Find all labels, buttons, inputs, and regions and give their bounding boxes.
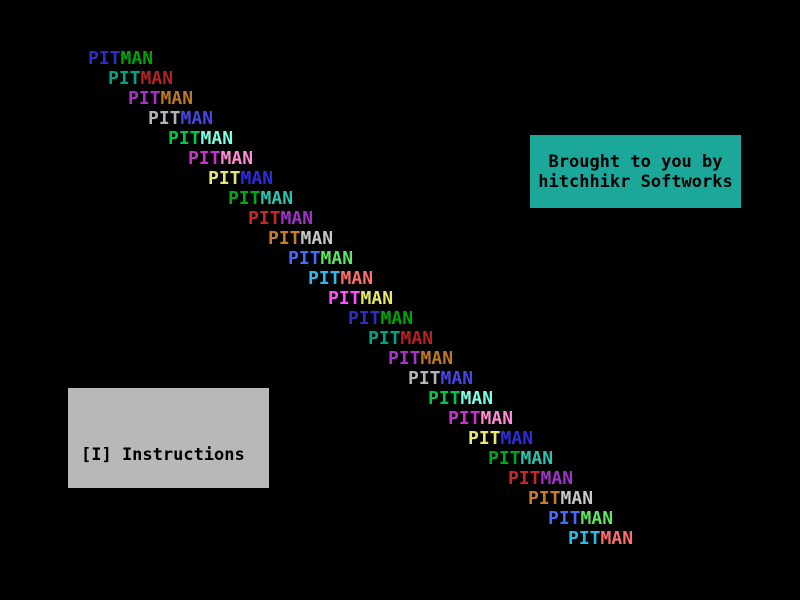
pitman-logo-man: MAN: [380, 308, 414, 329]
pitman-logo-pit: PIT: [568, 528, 601, 549]
pitman-logo: PITMAN: [88, 49, 153, 69]
pitman-logo: PITMAN: [288, 249, 353, 269]
pitman-logo-man: MAN: [300, 228, 334, 249]
credit-line-2: hitchhikr Softworks: [538, 171, 733, 192]
pitman-logo-pit: PIT: [148, 108, 181, 129]
pitman-logo: PITMAN: [528, 489, 593, 509]
pitman-logo-man: MAN: [140, 68, 174, 89]
pitman-logo: PITMAN: [348, 309, 413, 329]
pitman-logo-pit: PIT: [368, 328, 401, 349]
pitman-logo-pit: PIT: [188, 148, 221, 169]
pitman-logo-pit: PIT: [128, 88, 161, 109]
pitman-logo-man: MAN: [220, 148, 254, 169]
pitman-logo: PITMAN: [148, 109, 213, 129]
pitman-logo-pit: PIT: [108, 68, 141, 89]
pitman-logo-pit: PIT: [548, 508, 581, 529]
pitman-logo: PITMAN: [168, 129, 233, 149]
pitman-logo-man: MAN: [560, 488, 594, 509]
pitman-logo: PITMAN: [508, 469, 573, 489]
pitman-logo-pit: PIT: [388, 348, 421, 369]
pitman-logo-pit: PIT: [468, 428, 501, 449]
pitman-logo-pit: PIT: [448, 408, 481, 429]
pitman-logo-man: MAN: [540, 468, 574, 489]
pitman-logo-pit: PIT: [168, 128, 201, 149]
pitman-logo-man: MAN: [200, 128, 234, 149]
pitman-logo-man: MAN: [160, 88, 194, 109]
pitman-logo: PITMAN: [268, 229, 333, 249]
pitman-logo-pit: PIT: [428, 388, 461, 409]
pitman-logo: PITMAN: [128, 89, 193, 109]
pitman-logo-man: MAN: [420, 348, 454, 369]
pitman-logo-man: MAN: [460, 388, 494, 409]
credit-box: Brought to you by hitchhikr Softworks: [530, 135, 741, 208]
pitman-logo-pit: PIT: [328, 288, 361, 309]
pitman-logo: PITMAN: [328, 289, 393, 309]
pitman-logo: PITMAN: [208, 169, 273, 189]
pitman-logo: PITMAN: [388, 349, 453, 369]
pitman-logo-man: MAN: [500, 428, 534, 449]
pitman-logo-pit: PIT: [228, 188, 261, 209]
pitman-logo-man: MAN: [600, 528, 634, 549]
pitman-logo: PITMAN: [468, 429, 533, 449]
pitman-logo-man: MAN: [440, 368, 474, 389]
pitman-logo-pit: PIT: [528, 488, 561, 509]
pitman-logo-man: MAN: [360, 288, 394, 309]
pitman-logo-pit: PIT: [348, 308, 381, 329]
pitman-logo-pit: PIT: [288, 248, 321, 269]
menu-item-starting-level[interactable]: [S] Starting level: [81, 565, 266, 585]
pitman-logo-man: MAN: [340, 268, 374, 289]
pitman-logo: PITMAN: [248, 209, 313, 229]
main-menu-box: [I] Instructions [P] Play [S] Starting l…: [68, 388, 269, 585]
pitman-logo-pit: PIT: [308, 268, 341, 289]
pitman-logo: PITMAN: [448, 409, 513, 429]
pitman-logo-man: MAN: [180, 108, 214, 129]
menu-item-play[interactable]: [P] Play: [81, 505, 163, 525]
pitman-logo-pit: PIT: [208, 168, 241, 189]
pitman-logo-pit: PIT: [88, 48, 121, 69]
pitman-logo: PITMAN: [548, 509, 613, 529]
pitman-logo: PITMAN: [568, 529, 633, 549]
menu-item-instructions[interactable]: [I] Instructions: [81, 445, 245, 465]
pitman-logo-man: MAN: [240, 168, 274, 189]
pitman-logo-man: MAN: [280, 208, 314, 229]
pitman-logo-pit: PIT: [508, 468, 541, 489]
pitman-logo-man: MAN: [260, 188, 294, 209]
pitman-logo: PITMAN: [188, 149, 253, 169]
pitman-logo: PITMAN: [368, 329, 433, 349]
pitman-logo-pit: PIT: [268, 228, 301, 249]
pitman-logo: PITMAN: [488, 449, 553, 469]
pitman-logo: PITMAN: [108, 69, 173, 89]
pitman-logo-man: MAN: [480, 408, 514, 429]
pitman-logo: PITMAN: [428, 389, 493, 409]
pitman-logo: PITMAN: [228, 189, 293, 209]
pitman-logo-man: MAN: [580, 508, 614, 529]
pitman-logo-man: MAN: [400, 328, 434, 349]
pitman-logo-man: MAN: [120, 48, 154, 69]
credit-line-1: Brought to you by: [548, 151, 723, 172]
pitman-logo: PITMAN: [308, 269, 373, 289]
pitman-logo-pit: PIT: [248, 208, 281, 229]
pitman-logo-man: MAN: [320, 248, 354, 269]
pitman-logo: PITMAN: [408, 369, 473, 389]
pitman-logo-pit: PIT: [408, 368, 441, 389]
pitman-logo-pit: PIT: [488, 448, 521, 469]
pitman-logo-man: MAN: [520, 448, 554, 469]
